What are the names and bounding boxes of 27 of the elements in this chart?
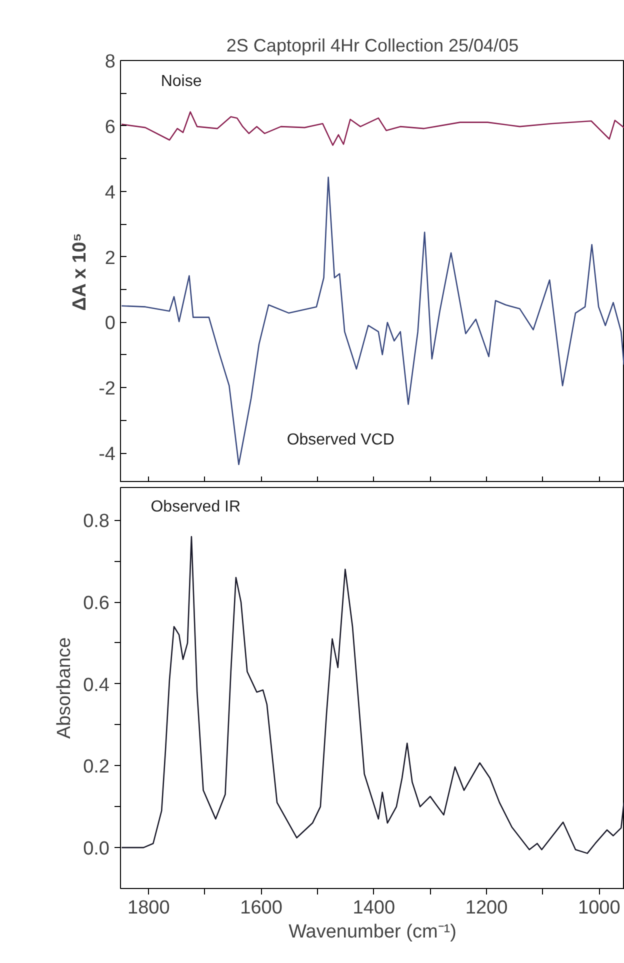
x-tick-label: 1400	[352, 898, 396, 918]
x-axis-title: Wavenumber (cm⁻¹)	[288, 922, 456, 942]
y-tick-label: -4	[98, 444, 116, 466]
y-tick-label: 2	[104, 248, 116, 269]
y-axis-title: Absorbance	[54, 637, 76, 739]
series-label: Observed IR	[150, 498, 241, 516]
series-label: Observed VCD	[286, 432, 394, 449]
line-series	[120, 176, 624, 466]
x-tick-label: 1600	[240, 898, 282, 918]
y-tick-label: 0.2	[83, 756, 110, 778]
chart-title: 2S Captopril 4Hr Collection 25/04/05	[226, 36, 519, 56]
y-tick-label: 0.8	[83, 511, 110, 532]
x-tick-label: 1800	[128, 898, 170, 918]
y-axis-title: ΔA x 10⁵	[70, 232, 91, 311]
series-label: Noise	[160, 73, 202, 90]
line-series	[120, 536, 624, 854]
y-tick-label: 0	[104, 313, 116, 334]
y-tick-label: 6	[104, 116, 116, 138]
y-tick-label: -2	[98, 378, 116, 400]
x-tick-label: 1200	[465, 898, 508, 918]
y-tick-label: 4	[104, 182, 116, 204]
y-tick-label: 8	[104, 52, 116, 72]
y-tick-label: 0.0	[83, 838, 110, 860]
x-tick-label: 1000	[578, 898, 620, 918]
y-tick-label: 0.6	[83, 593, 110, 614]
line-series	[120, 111, 624, 146]
y-tick-label: 0.4	[83, 674, 110, 696]
